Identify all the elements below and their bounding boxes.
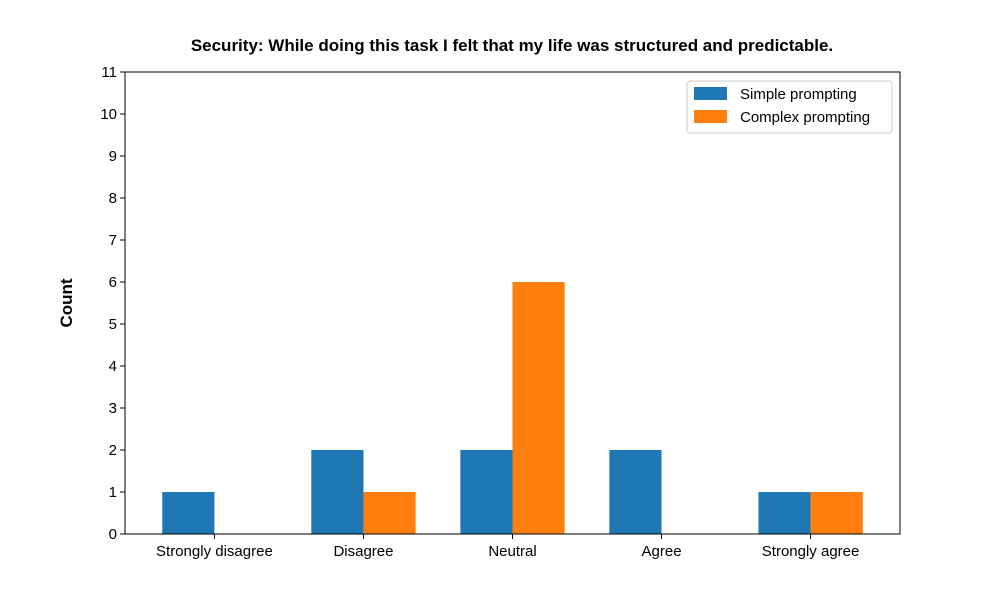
y-tick-label: 0 bbox=[109, 526, 117, 543]
plot-frame bbox=[124, 71, 901, 535]
bar bbox=[311, 450, 364, 534]
legend-swatch bbox=[694, 110, 727, 123]
y-tick-label: 9 bbox=[109, 148, 117, 165]
bar bbox=[162, 492, 215, 534]
legend-label: Simple prompting bbox=[740, 86, 857, 103]
bar bbox=[758, 492, 811, 534]
y-tick-label: 2 bbox=[109, 442, 117, 459]
y-tick-label: 1 bbox=[109, 484, 117, 501]
bar bbox=[363, 492, 416, 534]
bar bbox=[460, 450, 513, 534]
y-tick-label: 8 bbox=[109, 190, 117, 207]
bar bbox=[512, 282, 565, 534]
x-tick-label: Neutral bbox=[488, 543, 536, 560]
y-tick-label: 3 bbox=[109, 400, 117, 417]
y-tick-label: 11 bbox=[101, 64, 117, 81]
x-tick-label: Agree bbox=[642, 543, 682, 560]
x-tick-label: Disagree bbox=[333, 543, 393, 560]
bar bbox=[609, 450, 662, 534]
x-tick-label: Strongly disagree bbox=[156, 543, 273, 560]
bars-group bbox=[162, 282, 863, 534]
y-tick-label: 4 bbox=[109, 358, 117, 375]
y-axis-label: Count bbox=[57, 278, 76, 327]
legend-swatch bbox=[694, 87, 727, 100]
chart-title: Security: While doing this task I felt t… bbox=[191, 36, 833, 55]
y-tick-label: 6 bbox=[109, 274, 117, 291]
y-axis-ticks: 0 1 2 3 4 5 6 7 8 9 10 11 bbox=[100, 64, 125, 543]
legend: Simple prompting Complex prompting bbox=[686, 80, 893, 134]
y-tick-label: 10 bbox=[100, 106, 117, 123]
x-axis-ticks: Strongly disagree Disagree Neutral Agree Str… bbox=[156, 534, 859, 560]
bar bbox=[810, 492, 863, 534]
legend-label: Complex prompting bbox=[740, 109, 870, 126]
legend-box bbox=[686, 80, 893, 134]
x-tick-label: Strongly agree bbox=[762, 543, 860, 560]
y-tick-label: 7 bbox=[109, 232, 117, 249]
y-tick-label: 5 bbox=[109, 316, 117, 333]
